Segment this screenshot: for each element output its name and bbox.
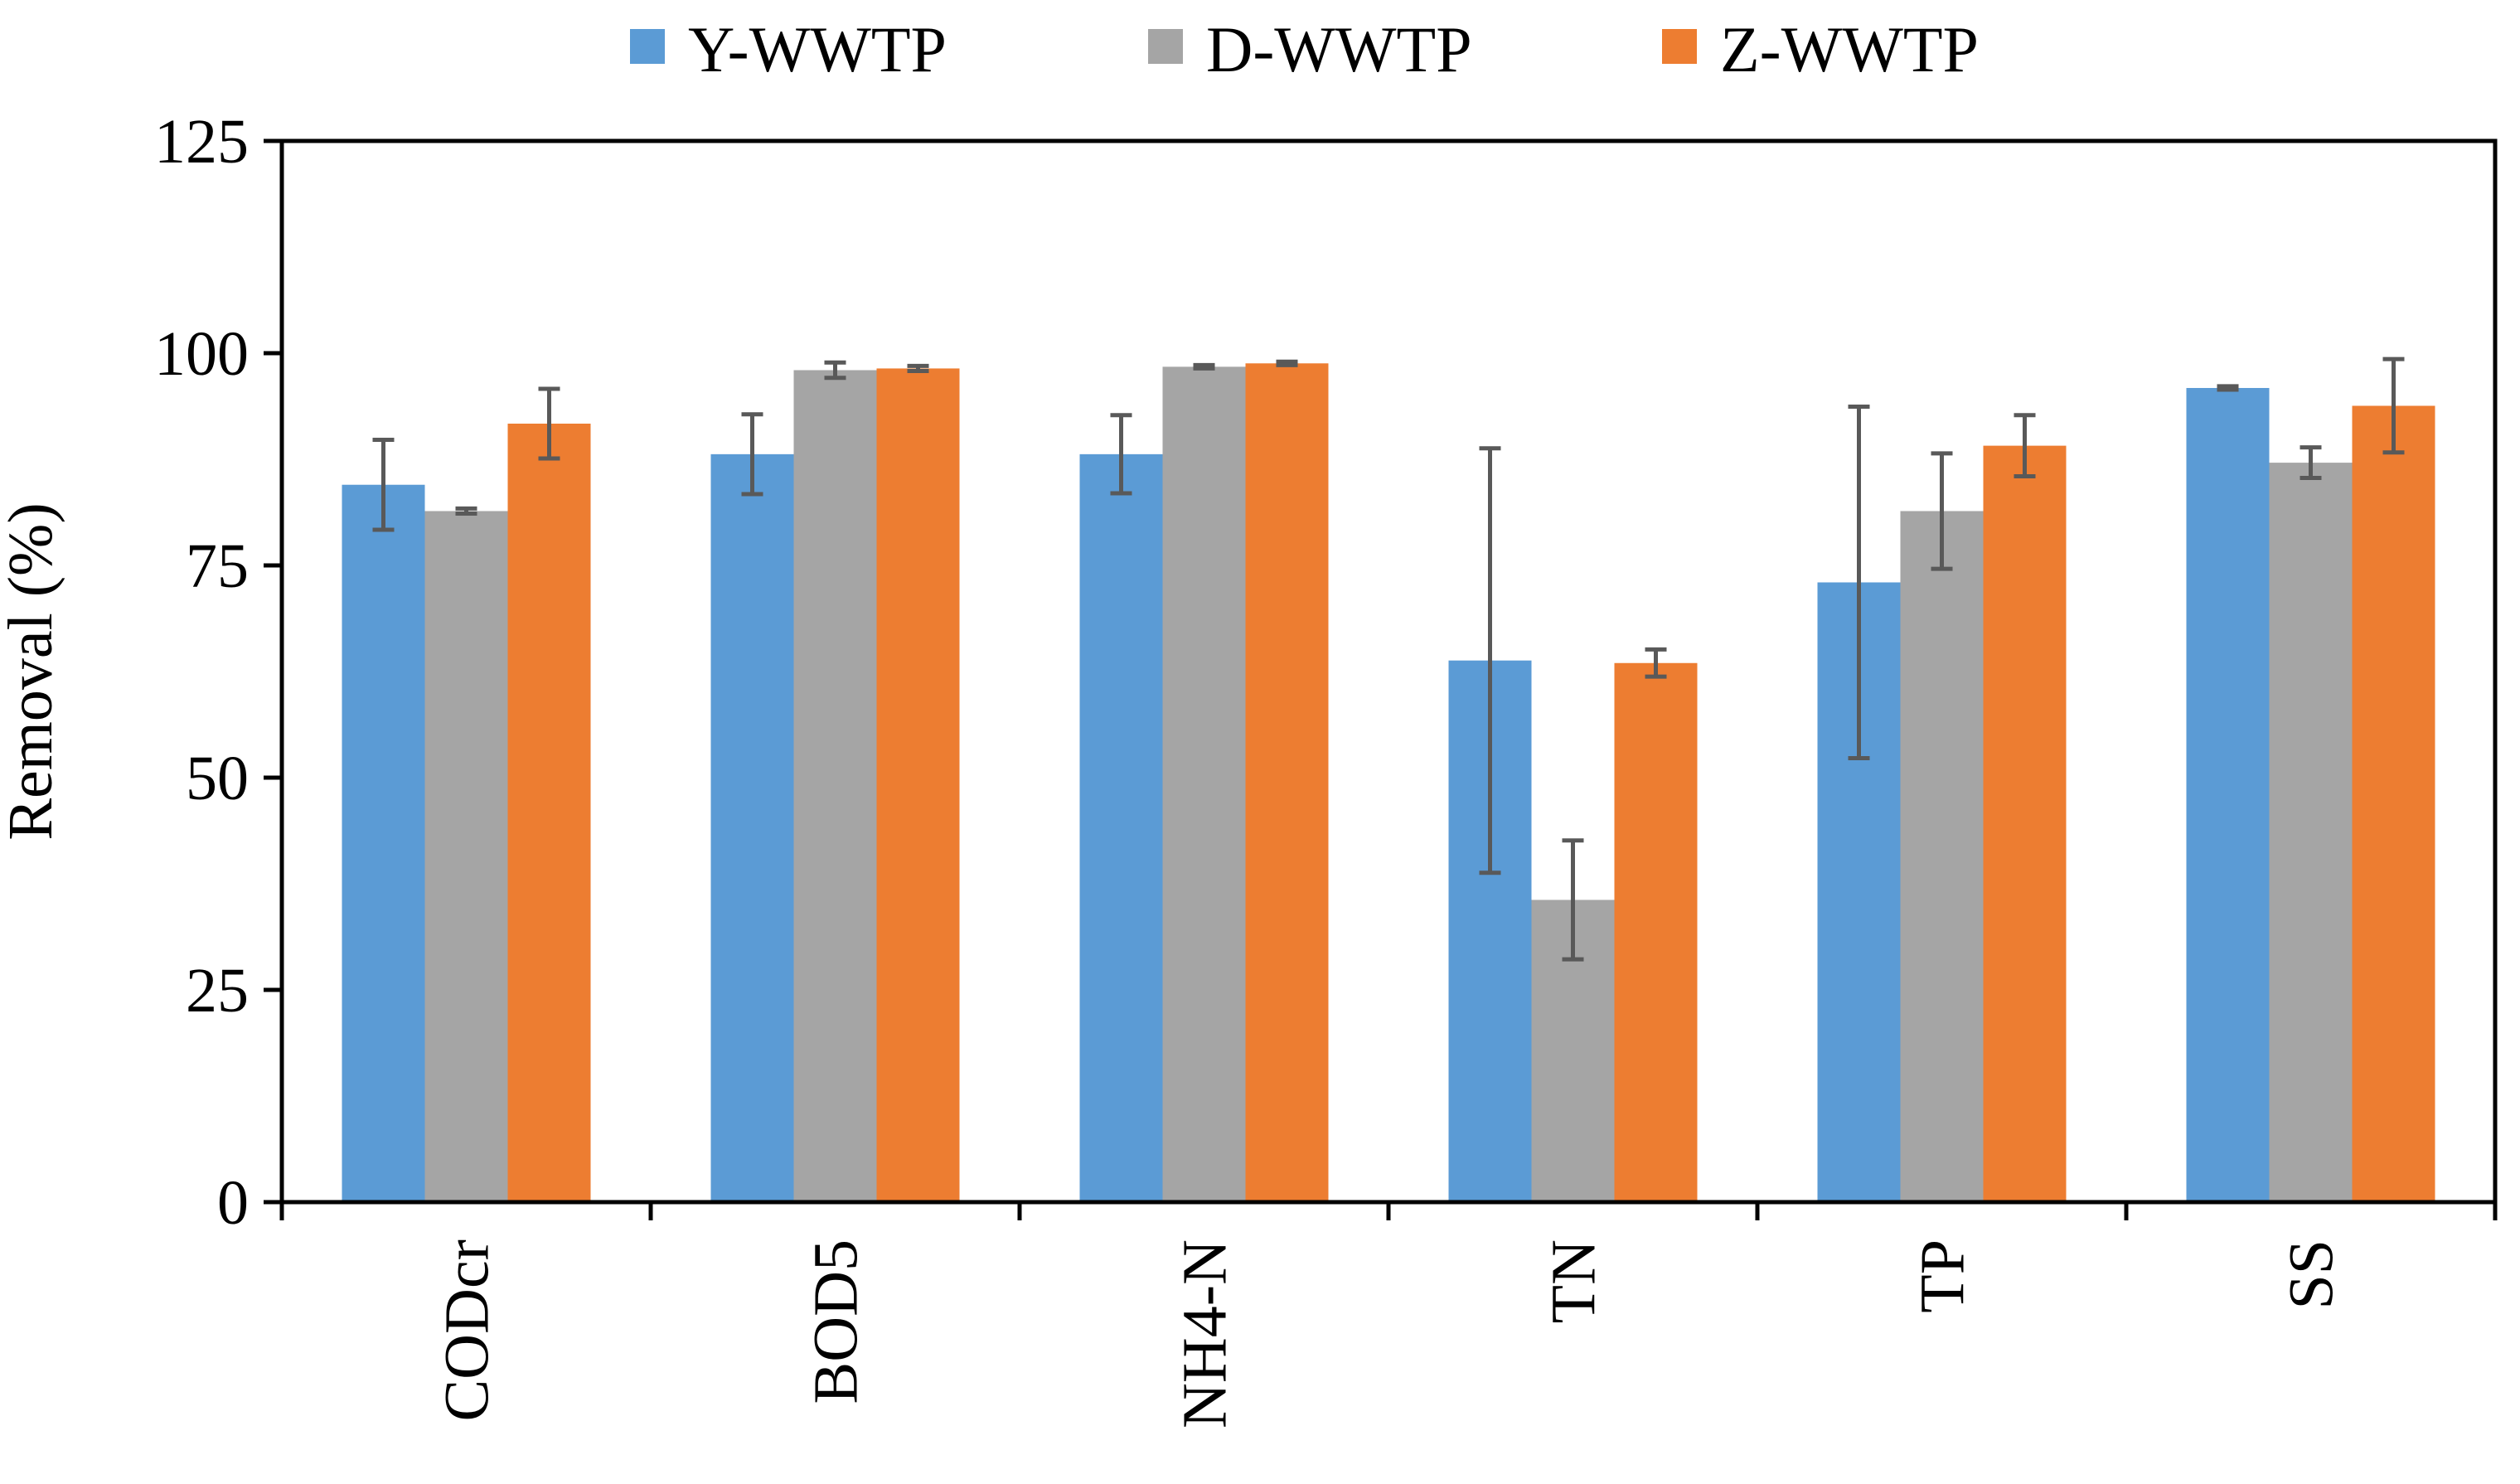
legend-label-Z-WWTP: Z-WWTP [1720, 13, 1979, 85]
bar-D-WWTP-SS [2269, 463, 2353, 1202]
x-tick-label: BOD5 [802, 1239, 871, 1404]
y-tick-label: 0 [217, 1168, 249, 1238]
bar-Y-WWTP-NH4-N [1079, 453, 1163, 1202]
legend-label-Y-WWTP: Y-WWTP [688, 13, 947, 85]
y-tick-label: 25 [186, 956, 249, 1026]
bar-D-WWTP-NH4-N [1162, 366, 1246, 1202]
bar-Z-WWTP-TN [1614, 662, 1698, 1202]
bar-Z-WWTP-NH4-N [1245, 363, 1329, 1203]
bar-Z-WWTP-SS [2352, 405, 2435, 1202]
legend-label-D-WWTP: D-WWTP [1206, 13, 1472, 85]
bar-Z-WWTP-BOD5 [876, 368, 960, 1202]
x-axis: CODcr BOD5 NH4-N TN TP SS [279, 1202, 2498, 1428]
x-tick-label: TN [1539, 1239, 1609, 1323]
legend-swatch-Y-WWTP [630, 29, 665, 64]
bar-D-WWTP-CODcr [424, 511, 508, 1202]
x-tick-label: NH4-N [1170, 1239, 1240, 1428]
bar-Y-WWTP-CODcr [342, 484, 425, 1202]
y-axis: 0 25 50 75 100 125 [154, 107, 282, 1238]
x-tick-label: TP [1908, 1239, 1978, 1313]
legend-swatch-Z-WWTP [1662, 29, 1697, 64]
legend: Y-WWTP D-WWTP Z-WWTP [630, 13, 1979, 85]
y-axis-title: Removal (%) [0, 502, 65, 840]
y-tick-label: 125 [154, 107, 249, 177]
y-tick-label: 50 [186, 744, 249, 813]
bars [342, 363, 2435, 1203]
bar-Z-WWTP-CODcr [507, 423, 591, 1202]
bar-Y-WWTP-SS [2186, 387, 2270, 1202]
x-tick-label: CODcr [433, 1239, 502, 1422]
legend-swatch-D-WWTP [1148, 29, 1183, 64]
y-tick-label: 100 [154, 319, 249, 389]
bar-Z-WWTP-TP [1983, 445, 2067, 1202]
bar-Y-WWTP-BOD5 [710, 453, 794, 1202]
bar-D-WWTP-TP [1900, 511, 1984, 1202]
y-tick-label: 75 [186, 531, 249, 601]
bar-D-WWTP-BOD5 [793, 370, 877, 1203]
plot-frame [279, 138, 2498, 1205]
x-tick-label: SS [2277, 1239, 2347, 1310]
error-bars [372, 356, 2405, 962]
